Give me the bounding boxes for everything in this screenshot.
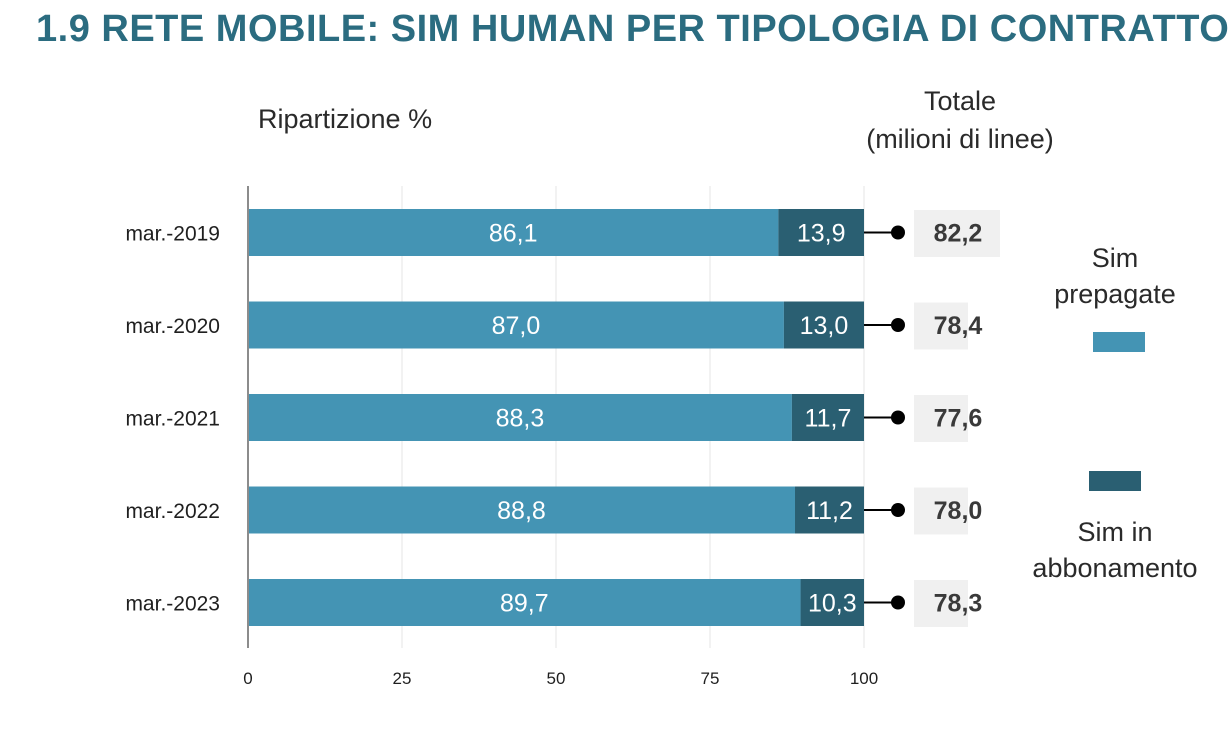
bar-prepaid-mar.-2021 — [248, 394, 792, 441]
legend-postpaid-label: Sim in abbonamento — [1010, 514, 1220, 586]
legend-postpaid-line2: abbonamento — [1032, 553, 1198, 583]
total-value-mar.-2022: 78,0 — [934, 497, 983, 525]
totals-caption: Totale (milioni di linee) — [840, 82, 1080, 158]
bar-label-prepaid-mar.-2023: 89,7 — [500, 590, 549, 618]
total-value-mar.-2019: 82,2 — [934, 220, 983, 248]
category-label-mar.-2023: mar.-2023 — [125, 593, 220, 616]
total-marker-mar.-2019 — [891, 225, 905, 240]
total-marker-mar.-2021 — [891, 410, 905, 425]
legend-prepaid-label: Sim prepagate — [1010, 240, 1220, 312]
x-tick-label-50: 50 — [547, 669, 566, 688]
bar-label-prepaid-mar.-2022: 88,8 — [497, 497, 546, 525]
x-tick-label-75: 75 — [701, 669, 720, 688]
category-label-mar.-2021: mar.-2021 — [125, 408, 220, 431]
bar-label-prepaid-mar.-2019: 86,1 — [489, 220, 538, 248]
x-tick-label-0: 0 — [243, 669, 252, 688]
category-label-mar.-2019: mar.-2019 — [125, 223, 220, 246]
total-box-mar.-2023 — [914, 580, 968, 627]
bar-prepaid-mar.-2023 — [248, 579, 801, 626]
bar-prepaid-mar.-2020 — [248, 301, 784, 349]
category-label-mar.-2022: mar.-2022 — [125, 500, 220, 523]
total-box-mar.-2021 — [914, 395, 968, 442]
totals-caption-line1: Totale — [923, 86, 997, 116]
bar-label-postpaid-mar.-2020: 13,0 — [800, 312, 849, 340]
total-marker-mar.-2022 — [891, 503, 905, 517]
total-box-mar.-2019 — [914, 210, 1000, 257]
bar-postpaid-mar.-2021 — [791, 394, 864, 441]
totals-caption-line2: (milioni di linee) — [866, 124, 1054, 154]
breakdown-caption: Ripartizione % — [258, 104, 433, 134]
legend-prepaid-line1: Sim — [1091, 243, 1139, 273]
x-tick-label-100: 100 — [850, 669, 878, 688]
total-marker-mar.-2023 — [891, 595, 905, 610]
bar-label-prepaid-mar.-2021: 88,3 — [496, 405, 545, 433]
legend-postpaid-line1: Sim in — [1077, 517, 1153, 547]
total-value-mar.-2023: 78,3 — [934, 590, 983, 618]
bar-postpaid-mar.-2022 — [795, 486, 864, 534]
total-value-mar.-2020: 78,4 — [934, 312, 983, 340]
total-box-mar.-2020 — [914, 302, 968, 350]
total-marker-mar.-2020 — [891, 318, 905, 332]
bar-postpaid-mar.-2019 — [778, 209, 864, 256]
bar-label-postpaid-mar.-2019: 13,9 — [797, 220, 846, 248]
total-box-mar.-2022 — [914, 487, 968, 535]
bar-label-prepaid-mar.-2020: 87,0 — [492, 312, 541, 340]
total-value-mar.-2021: 77,6 — [934, 405, 983, 433]
bar-label-postpaid-mar.-2023: 10,3 — [808, 590, 857, 618]
bar-label-postpaid-mar.-2021: 11,7 — [805, 405, 852, 433]
bar-label-postpaid-mar.-2022: 11,2 — [806, 497, 853, 525]
bar-prepaid-mar.-2022 — [248, 486, 796, 534]
legend-prepaid-swatch — [1093, 332, 1145, 352]
bar-postpaid-mar.-2023 — [800, 579, 864, 626]
chart-title: 1.9 RETE MOBILE: SIM HUMAN PER TIPOLOGIA… — [36, 8, 1228, 50]
category-label-mar.-2020: mar.-2020 — [125, 315, 220, 338]
x-tick-label-25: 25 — [393, 669, 412, 688]
legend-postpaid-swatch — [1089, 471, 1141, 491]
bar-prepaid-mar.-2019 — [248, 209, 779, 256]
legend-prepaid-line2: prepagate — [1054, 279, 1176, 309]
bar-postpaid-mar.-2020 — [783, 301, 864, 349]
